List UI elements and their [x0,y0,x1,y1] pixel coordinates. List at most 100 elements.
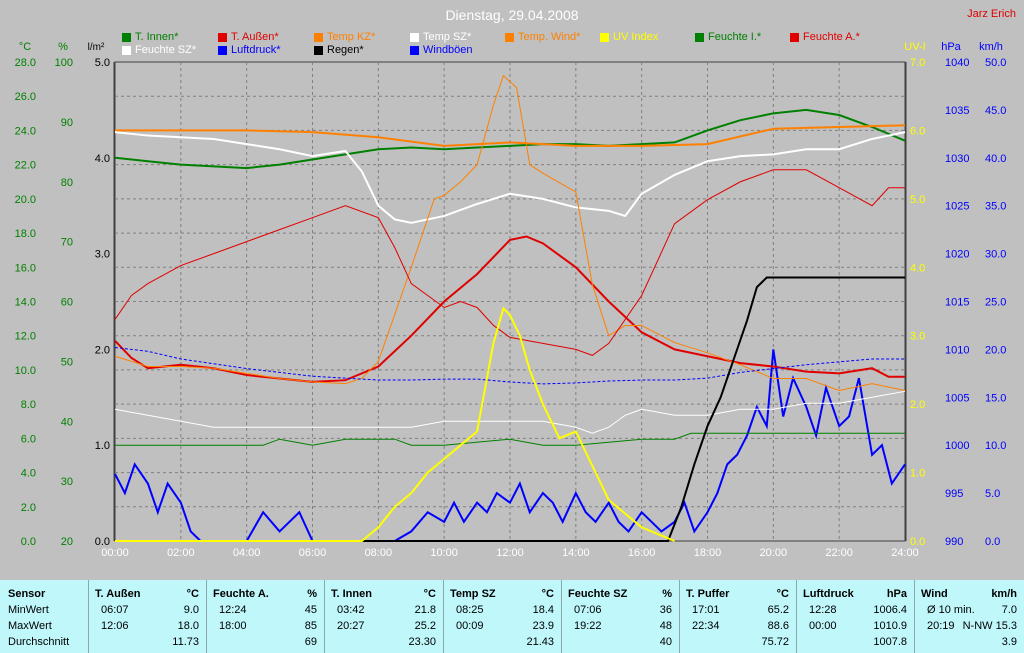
x-tick-label: 00:00 [101,547,129,559]
legend-label: Windböen [423,44,473,56]
stats-sensor-name: Feuchte A. [213,588,269,600]
legend-color-swatch [410,32,419,42]
series-uv-index [115,306,675,542]
stats-min-time: 12:28 [809,604,837,616]
stats-row-label: MinWert [8,604,49,616]
stats-min-time: 17:01 [692,604,720,616]
stats-sensor-name: Luftdruck [803,588,854,600]
plot-area [114,61,906,542]
pressure-axis-tick: 1030 [945,153,969,165]
wind-axis-tick: 5.0 [985,488,1000,500]
stats-unit: % [662,588,672,600]
x-tick-label: 04:00 [233,547,261,559]
rain-axis-tick: 1.0 [95,440,110,452]
temp-axis-tick: 10.0 [15,365,36,377]
stats-max-time: 00:09 [456,620,484,632]
pressure-axis-tick: 1015 [945,297,969,309]
stats-min-value: 1006.4 [873,604,907,616]
legend-color-swatch [790,32,799,42]
uv-axis-tick: 0.0 [910,536,925,548]
pressure-axis-tick: 1010 [945,344,969,356]
stats-sensor-name: T. Innen [331,588,372,600]
pressure-axis-unit: hPa [941,41,961,53]
wind-axis-tick: 0.0 [985,536,1000,548]
legend-color-swatch [695,32,704,42]
series-temp-sz [114,131,906,224]
legend-label: Temp. Wind* [518,31,581,43]
pressure-axis-tick: 1020 [945,249,969,261]
series-feuchte-sz [114,390,906,434]
stats-block: Feuchte SZ% 07:06 36 19:22 48 40 [561,580,680,653]
rain-axis-tick: 5.0 [95,57,110,69]
x-tick-label: 14:00 [562,547,590,559]
stats-row-label: Durchschnitt [8,636,70,648]
wind-axis-tick: 25.0 [985,297,1006,309]
stats-unit: °C [186,588,199,600]
stats-min-value: 18.4 [532,604,554,616]
legend-item: T. Außen* [218,31,279,43]
legend-color-swatch [218,45,227,55]
stats-min-value: 45 [304,604,317,616]
legend-label: Feuchte I.* [708,31,762,43]
stats-max-value: 23.9 [532,620,554,632]
x-tick-label: 06:00 [299,547,327,559]
legend-item: T. Innen* [122,31,178,43]
legend-label: Regen* [327,44,364,56]
stats-avg-value: 69 [304,636,317,648]
legend-label: T. Außen* [231,31,279,43]
series-temp-wind [114,74,906,391]
legend-item: Feuchte SZ* [122,44,196,56]
stats-min-value: 36 [659,604,672,616]
series-t-au-en [114,235,905,383]
stats-min-time: 07:06 [574,604,602,616]
weather-chart: 00:00 02:00 04:00 06:00 08:00 10:00 12:00 14:00… [15,7,1016,559]
stats-max-time: 20:27 [337,620,365,632]
stats-unit: % [307,588,317,600]
legend-label: Luftdruck* [231,44,281,56]
legend-item: Feuchte I.* [695,31,761,43]
stats-min-value: 65.2 [767,604,789,616]
rain-axis-tick: 2.0 [95,344,110,356]
legend-item: Luftdruck* [218,44,281,56]
legend-color-swatch [122,45,131,55]
humidity-axis-tick: 30 [61,476,73,488]
stats-block: Temp SZ °C 08:25 18.4 00:09 23.9 21.43 [443,580,562,653]
legend-item: Temp SZ* [410,31,471,43]
humidity-axis-tick: 100 [55,57,73,69]
stats-unit: hPa [886,588,907,600]
humidity-axis-tick: 40 [61,416,73,428]
stats-max-time: 22:34 [692,620,720,632]
legend-item: Windböen [410,44,473,56]
legend-item: UV Index [600,31,658,43]
temp-axis-tick: 24.0 [15,125,36,137]
legend-label: Feuchte SZ* [135,44,197,56]
temp-axis-tick: 14.0 [15,297,36,309]
rain-axis-tick: 3.0 [95,249,110,261]
stats-row-label: MaxWert [8,620,52,632]
humidity-axis-tick: 20 [61,536,73,548]
stats-block: Feuchte A.% 12:24 45 18:00 85 69 [206,580,325,653]
stats-sensor-name: Temp SZ [450,588,496,600]
temp-axis-tick: 6.0 [21,433,36,445]
stats-sensor-name: T. Puffer [686,588,730,600]
stats-unit: km/h [991,588,1017,600]
stats-max-value: 48 [659,620,672,632]
stats-unit: °C [541,588,554,600]
x-tick-label: 22:00 [825,547,853,559]
chart-title: Dienstag, 29.04.2008 [445,7,578,23]
x-tick-label: 12:00 [496,547,524,559]
wind-axis-unit: km/h [979,41,1003,53]
stats-avg-value: 23.30 [408,636,436,648]
x-tick-label: 02:00 [167,547,195,559]
x-tick-label: 08:00 [365,547,393,559]
temp-axis-tick: 8.0 [21,399,36,411]
series-feuchte-a [114,169,905,356]
temp-axis-tick: 16.0 [15,262,36,274]
stats-max-time: 19:22 [574,620,602,632]
stats-max-value: 1010.9 [873,620,907,632]
legend-label: UV Index [613,31,659,43]
uv-axis-tick: 6.0 [910,125,925,137]
stats-min-time: 06:07 [101,604,129,616]
humidity-axis-tick: 60 [61,297,73,309]
stats-max-value: 88.6 [767,620,789,632]
